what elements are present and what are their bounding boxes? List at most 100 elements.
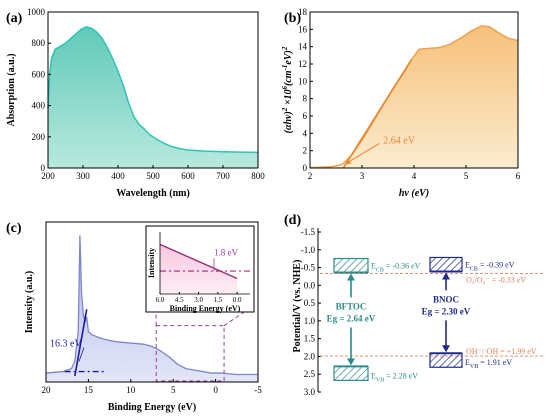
- panel-b-area: [310, 25, 518, 168]
- panel-a-xtick-label: 600: [181, 171, 195, 181]
- panel-d-ytick-label: -1.0: [301, 245, 316, 255]
- panel-b-ytick-label: 18: [298, 7, 308, 17]
- panel-a-ytick-label: 200: [32, 132, 46, 142]
- panel-d-bandgap: Eg = 2.30 eV: [422, 306, 471, 316]
- panel-d: (d) -1.5 -1.0 -0.5 0.0 0.5 1.0 1.5 2.0 2.5 3.0 O₂…: [284, 213, 545, 397]
- panel-d-cb-label: ECB = -0.39 eV: [465, 260, 515, 272]
- panel-d-redox-label: O₂/O₂⁻ = -0.33 eV: [466, 276, 526, 285]
- panel-d-cb-label: ECB = -0.36 eV: [371, 262, 421, 274]
- inset-annotation: 1.8 eV: [214, 248, 238, 258]
- panel-c-xtick-label: 5: [171, 385, 176, 395]
- panel-d-cb-block: [333, 257, 369, 274]
- panel-c-annotation: 16.3 eV: [50, 338, 82, 349]
- panel-b-arrowhead: [345, 159, 352, 165]
- panel-b-ytick-label: 2: [303, 146, 308, 156]
- panel-c-onset-line: [74, 309, 88, 377]
- panel-d-cb-block: [429, 256, 463, 273]
- panel-d-ytick-label: 0.0: [304, 280, 316, 290]
- panel-d-ytick-label: 2.0: [304, 351, 316, 361]
- panel-d-bandgap: Eg = 2.64 eV: [327, 313, 376, 323]
- panel-b-ylabel: (αhν)2 ×106(cm-1eV)2: [281, 46, 294, 133]
- panel-b-ytick-label: 16: [298, 24, 308, 34]
- panel-d-arrowhead-down: [442, 345, 450, 353]
- panel-d-material-name: BFTOC: [336, 301, 367, 311]
- panel-a-xtick-label: 200: [41, 171, 55, 181]
- panel-a-ytick-label: 800: [32, 38, 46, 48]
- panel-c-xlabel: Binding Energy (eV): [108, 402, 196, 413]
- panel-b-tangent-line: [342, 59, 413, 169]
- inset-xtick-label: 6.0: [156, 296, 165, 304]
- panel-c-frame: [45, 221, 259, 383]
- panel-d-redox-label: OH⁻/·OH = +1.99 eV: [466, 347, 537, 356]
- panel-b-annotation: 2.64 eV: [383, 135, 415, 146]
- panel-b-ytick-label: 14: [298, 42, 308, 52]
- panel-a-line: [47, 26, 259, 154]
- panel-b-xtick-label: 6: [516, 171, 521, 181]
- panel-c-xtick-label: -5: [254, 385, 262, 395]
- panel-a-xtick-label: 300: [76, 171, 90, 181]
- panel-a: (a) 200 300 400 500 600 700 800020040060080010…: [6, 7, 265, 199]
- panel-b-ytick-label: 12: [298, 59, 307, 69]
- panel-a-xtick-label: 500: [146, 171, 160, 181]
- panel-b-xtick-label: 3: [360, 171, 365, 181]
- panel-a-area: [48, 26, 258, 168]
- panel-d-ytick-label: 3.0: [304, 387, 316, 397]
- inset-xtick-label: 1.5: [213, 296, 222, 304]
- panel-a-xlabel: Wavelength (nm): [116, 188, 190, 199]
- panel-c-annotation-arrow: [78, 347, 85, 362]
- panel-c-label: (c): [6, 221, 22, 236]
- panel-d-arrowhead-down: [347, 358, 355, 366]
- panel-b-label: (b): [284, 11, 301, 26]
- panel-d-label: (d): [284, 213, 301, 228]
- panel-a-xtick-label: 700: [216, 171, 230, 181]
- panel-b-xlabel: hv (eV): [399, 188, 429, 199]
- panel-a-ylabel: Absorption (a.u.): [6, 53, 17, 126]
- panel-d-material-name: BNOC: [433, 294, 459, 304]
- panel-d-vb-block: [333, 365, 369, 381]
- inset-area: [160, 244, 238, 294]
- panel-d-vb-label: EVB = 1.91 eV: [465, 358, 512, 370]
- inset-ylabel: Intensity: [147, 248, 156, 278]
- inset-xtick-label: 4.5: [175, 296, 184, 304]
- panel-d-ytick-label: -1.5: [301, 227, 316, 237]
- panel-d-arrowhead-up: [442, 272, 450, 280]
- panel-d-ylabel: Potential/V (vs. NHE): [292, 260, 303, 353]
- panel-d-ytick-label: 1.0: [304, 316, 316, 326]
- inset-line: [159, 243, 238, 280]
- panel-d-label-bg: [416, 290, 476, 321]
- panel-c-xtick-label: 0: [213, 385, 218, 395]
- panel-a-ytick-label: 400: [32, 101, 46, 111]
- panel-a-ytick-label: 1000: [27, 7, 46, 17]
- panel-b-ytick-label: 10: [298, 76, 308, 86]
- panel-d-ytick-label: 1.5: [304, 334, 316, 344]
- panel-c-xtick-label: 20: [42, 385, 52, 395]
- panel-c: (c) 16.3 eV 20 15 10 5 0 -5 Binding Energy (e…: [6, 221, 262, 413]
- panel-b-ytick-label: 8: [303, 94, 308, 104]
- panel-b-ytick-label: 0: [303, 163, 308, 173]
- inset-xtick-label: 0.0: [233, 296, 242, 304]
- panel-b-annotation-arrow: [346, 142, 380, 164]
- panel-d-ytick-label: 0.5: [304, 298, 316, 308]
- panel-b-ytick-label: 4: [303, 128, 308, 138]
- panel-c-xtick-label: 15: [84, 385, 94, 395]
- panel-c-ylabel: Intensity (a.u.): [24, 271, 35, 334]
- panel-d-vb-block: [429, 352, 463, 368]
- panel-a-ytick-label: 600: [32, 69, 46, 79]
- panel-a-ytick-label: 0: [41, 163, 46, 173]
- panel-a-xtick-label: 800: [251, 171, 265, 181]
- panel-b-xtick-label: 4: [412, 171, 417, 181]
- panel-d-arrowhead-up: [347, 273, 355, 281]
- panel-b-xtick-label: 5: [464, 171, 469, 181]
- panel-d-vb-label: EVB = 2.28 eV: [371, 371, 418, 383]
- panel-a-xtick-label: 400: [111, 171, 125, 181]
- panel-c-xtick-label: 10: [126, 385, 136, 395]
- panel-d-ytick-label: -0.5: [301, 263, 316, 273]
- panel-d-label-bg: [321, 297, 381, 328]
- panel-b-ytick-label: 6: [303, 111, 308, 121]
- panel-c-area: [46, 235, 258, 382]
- panel-c-line: [45, 235, 258, 376]
- panel-c-zoom-box: [155, 325, 225, 382]
- panel-d-ytick-label: 2.5: [304, 369, 316, 379]
